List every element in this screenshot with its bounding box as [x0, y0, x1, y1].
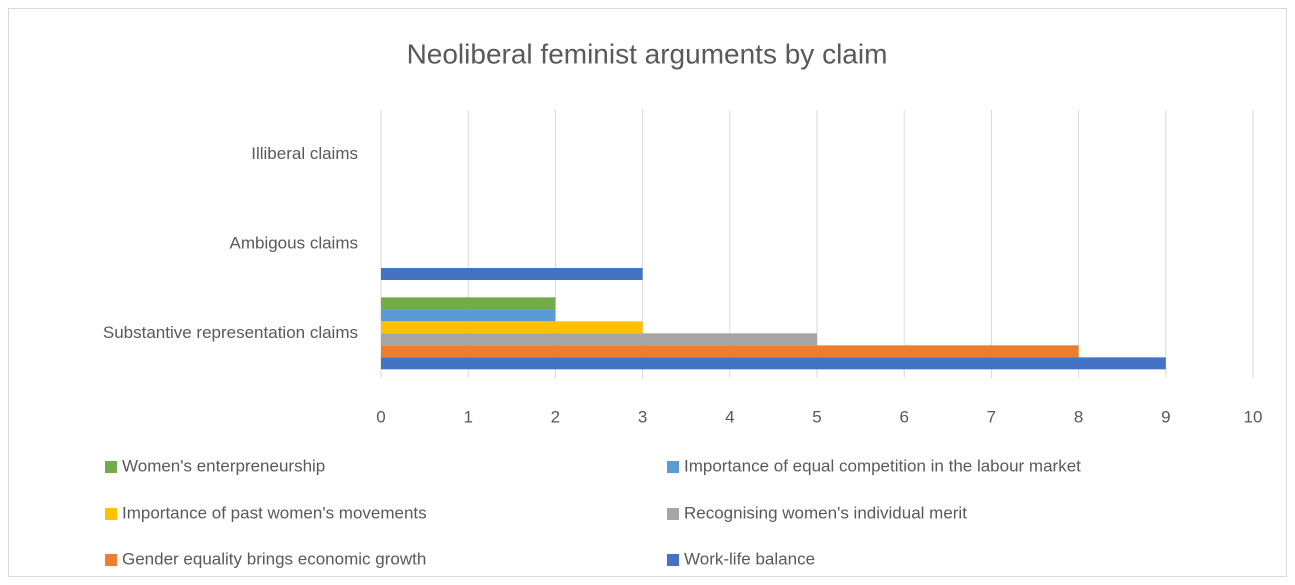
y-tick-label: Ambigous claims — [230, 233, 359, 252]
legend-label: Work-life balance — [684, 549, 815, 568]
bar — [381, 297, 556, 310]
x-tick-label: 6 — [899, 407, 908, 426]
legend-swatch — [667, 554, 679, 566]
x-tick-label: 0 — [376, 407, 385, 426]
legend-label: Women's enterpreneurship — [122, 456, 325, 475]
legend-label: Gender equality brings economic growth — [122, 549, 426, 568]
legend-swatch — [105, 461, 117, 473]
y-tick-label: Illiberal claims — [251, 144, 358, 163]
x-tick-label: 9 — [1161, 407, 1170, 426]
legend-swatch — [105, 554, 117, 566]
legend-label: Importance of equal competition in the l… — [684, 456, 1081, 475]
bar — [381, 268, 643, 280]
x-tick-label: 8 — [1074, 407, 1083, 426]
x-tick-label: 4 — [725, 407, 734, 426]
x-tick-label: 1 — [463, 407, 472, 426]
x-tick-label: 7 — [987, 407, 996, 426]
bar — [381, 321, 643, 334]
legend-label: Recognising women's individual merit — [684, 503, 967, 522]
x-tick-label: 3 — [638, 407, 647, 426]
y-tick-label: Substantive representation claims — [103, 323, 358, 342]
bar — [381, 345, 1079, 358]
x-tick-label: 5 — [812, 407, 821, 426]
chart-title: Neoliberal feminist arguments by claim — [407, 38, 888, 69]
x-tick-label: 2 — [551, 407, 560, 426]
legend-swatch — [667, 508, 679, 520]
bar — [381, 357, 1166, 370]
legend-label: Importance of past women's movements — [122, 503, 427, 522]
bar — [381, 333, 817, 346]
x-tick-label: 10 — [1244, 407, 1263, 426]
bar — [381, 309, 556, 322]
legend-swatch — [105, 508, 117, 520]
chart-border — [8, 8, 1287, 577]
legend-swatch — [667, 461, 679, 473]
